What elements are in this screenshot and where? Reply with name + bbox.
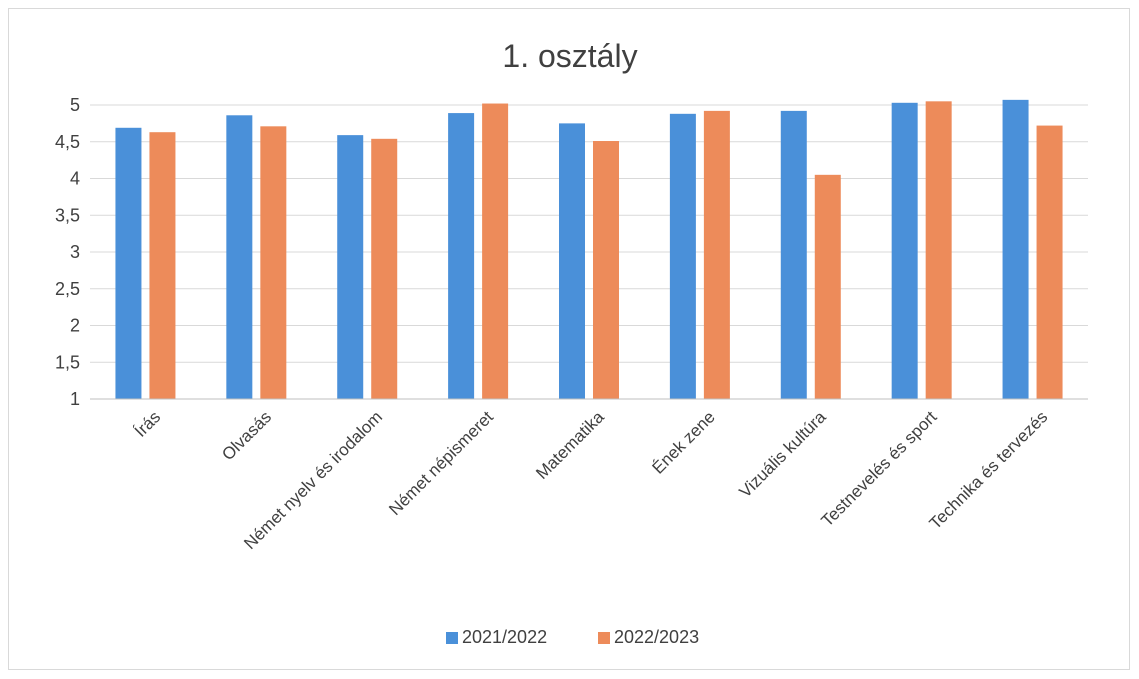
bar-series-2 [149,132,176,399]
legend-label: 2022/2023 [614,627,699,647]
bar-series-1 [448,113,475,400]
y-tick-label: 2,5 [55,279,80,299]
legend-label: 2021/2022 [462,627,547,647]
bar-series-2 [482,103,509,399]
y-tick-label: 1,5 [55,352,80,372]
x-tick-label: Matematika [532,407,608,483]
y-tick-label: 5 [70,95,80,115]
bar-series-1 [669,113,696,399]
bar-series-2 [371,138,398,399]
x-tick-label: Technika és tervezés [926,407,1052,533]
x-tick-label: Testnevelés és sport [817,407,940,530]
bar-series-1 [337,135,364,399]
y-tick-label: 3 [70,242,80,262]
y-tick-label: 2 [70,316,80,336]
legend-item: 2021/2022 [446,627,547,647]
chart-title: 1. osztály [502,38,637,74]
legend-swatch [598,632,610,644]
bars [115,99,1063,400]
x-tick-label: Német népismeret [385,407,497,519]
x-tick-label: Ének zene [648,407,718,477]
x-tick-label: Olvasás [218,407,275,464]
bar-series-1 [780,110,807,399]
bar-series-2 [1036,125,1063,399]
y-tick-label: 3,5 [55,205,80,225]
bar-series-2 [260,126,287,399]
bar-series-2 [703,110,730,399]
bar-series-1 [891,102,918,400]
legend: 2021/2022 2022/2023 [446,627,699,647]
bar-series-1 [1002,99,1029,399]
legend-swatch [446,632,458,644]
bar-series-2 [925,101,952,399]
x-tick-label: Vizuális kultúra [736,407,830,501]
y-tick-label: 4 [70,169,80,189]
x-tick-label: Írás [131,407,164,440]
y-tick-label: 4,5 [55,132,80,152]
legend-item: 2022/2023 [598,627,699,647]
bar-series-1 [226,115,253,399]
bar-series-2 [814,174,841,399]
bar-series-2 [593,141,619,399]
gridlines [90,104,1088,363]
bar-series-1 [559,123,585,399]
bar-series-1 [115,127,142,399]
y-tick-label: 1 [70,389,80,409]
y-axis-ticks: 1 1,5 2 2,5 3 3,5 4 4,5 5 [55,95,80,409]
